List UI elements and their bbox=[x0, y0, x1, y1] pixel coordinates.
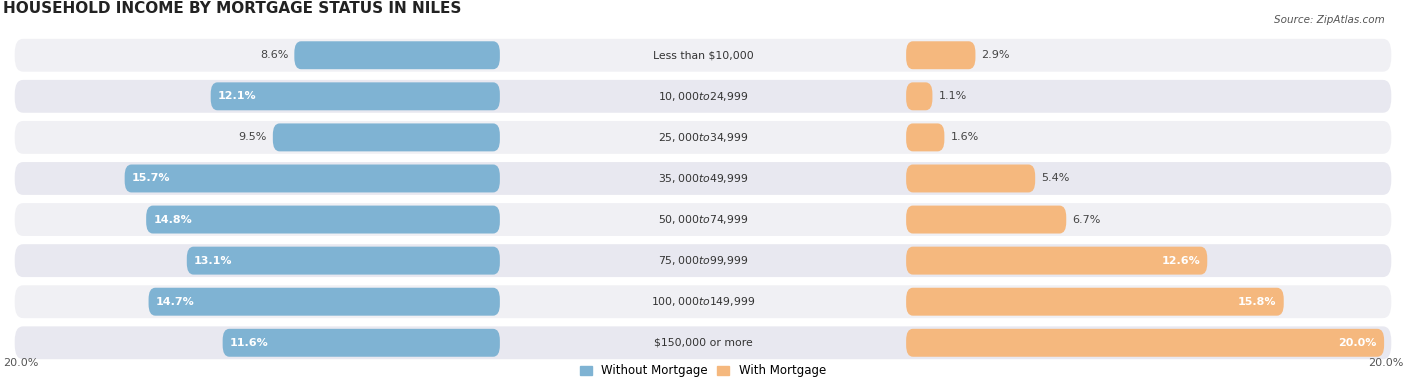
FancyBboxPatch shape bbox=[905, 41, 976, 69]
Text: Less than $10,000: Less than $10,000 bbox=[652, 50, 754, 60]
FancyBboxPatch shape bbox=[294, 41, 501, 69]
Text: 20.0%: 20.0% bbox=[3, 358, 38, 368]
FancyBboxPatch shape bbox=[211, 82, 501, 110]
FancyBboxPatch shape bbox=[14, 244, 1392, 277]
FancyBboxPatch shape bbox=[222, 329, 501, 357]
Text: 8.6%: 8.6% bbox=[260, 50, 288, 60]
Text: 11.6%: 11.6% bbox=[229, 338, 269, 348]
Text: 20.0%: 20.0% bbox=[1339, 338, 1376, 348]
Text: 2.9%: 2.9% bbox=[981, 50, 1010, 60]
FancyBboxPatch shape bbox=[905, 124, 945, 151]
Text: 1.6%: 1.6% bbox=[950, 132, 979, 143]
FancyBboxPatch shape bbox=[905, 247, 1208, 274]
FancyBboxPatch shape bbox=[14, 162, 1392, 195]
Text: $150,000 or more: $150,000 or more bbox=[654, 338, 752, 348]
Text: Source: ZipAtlas.com: Source: ZipAtlas.com bbox=[1274, 15, 1385, 25]
FancyBboxPatch shape bbox=[14, 39, 1392, 72]
Legend: Without Mortgage, With Mortgage: Without Mortgage, With Mortgage bbox=[581, 364, 825, 377]
Text: $35,000 to $49,999: $35,000 to $49,999 bbox=[658, 172, 748, 185]
Text: $75,000 to $99,999: $75,000 to $99,999 bbox=[658, 254, 748, 267]
FancyBboxPatch shape bbox=[14, 80, 1392, 113]
Text: 14.7%: 14.7% bbox=[156, 297, 194, 307]
FancyBboxPatch shape bbox=[146, 206, 501, 234]
FancyBboxPatch shape bbox=[905, 329, 1384, 357]
FancyBboxPatch shape bbox=[905, 164, 1035, 192]
FancyBboxPatch shape bbox=[14, 326, 1392, 359]
Text: 13.1%: 13.1% bbox=[194, 256, 232, 266]
FancyBboxPatch shape bbox=[14, 203, 1392, 236]
Text: 1.1%: 1.1% bbox=[938, 91, 967, 101]
FancyBboxPatch shape bbox=[905, 206, 1066, 234]
Text: 12.1%: 12.1% bbox=[218, 91, 256, 101]
Text: $100,000 to $149,999: $100,000 to $149,999 bbox=[651, 295, 755, 308]
FancyBboxPatch shape bbox=[905, 82, 932, 110]
FancyBboxPatch shape bbox=[273, 124, 501, 151]
FancyBboxPatch shape bbox=[905, 288, 1284, 316]
Text: 5.4%: 5.4% bbox=[1042, 174, 1070, 183]
Text: HOUSEHOLD INCOME BY MORTGAGE STATUS IN NILES: HOUSEHOLD INCOME BY MORTGAGE STATUS IN N… bbox=[3, 1, 461, 16]
Text: 12.6%: 12.6% bbox=[1161, 256, 1201, 266]
Text: 20.0%: 20.0% bbox=[1368, 358, 1403, 368]
FancyBboxPatch shape bbox=[14, 285, 1392, 318]
Text: 9.5%: 9.5% bbox=[239, 132, 267, 143]
FancyBboxPatch shape bbox=[187, 247, 501, 274]
Text: 6.7%: 6.7% bbox=[1073, 215, 1101, 225]
FancyBboxPatch shape bbox=[149, 288, 501, 316]
Text: 14.8%: 14.8% bbox=[153, 215, 193, 225]
FancyBboxPatch shape bbox=[125, 164, 501, 192]
Text: 15.7%: 15.7% bbox=[132, 174, 170, 183]
Text: 15.8%: 15.8% bbox=[1239, 297, 1277, 307]
FancyBboxPatch shape bbox=[14, 121, 1392, 154]
Text: $50,000 to $74,999: $50,000 to $74,999 bbox=[658, 213, 748, 226]
Text: $10,000 to $24,999: $10,000 to $24,999 bbox=[658, 90, 748, 103]
Text: $25,000 to $34,999: $25,000 to $34,999 bbox=[658, 131, 748, 144]
